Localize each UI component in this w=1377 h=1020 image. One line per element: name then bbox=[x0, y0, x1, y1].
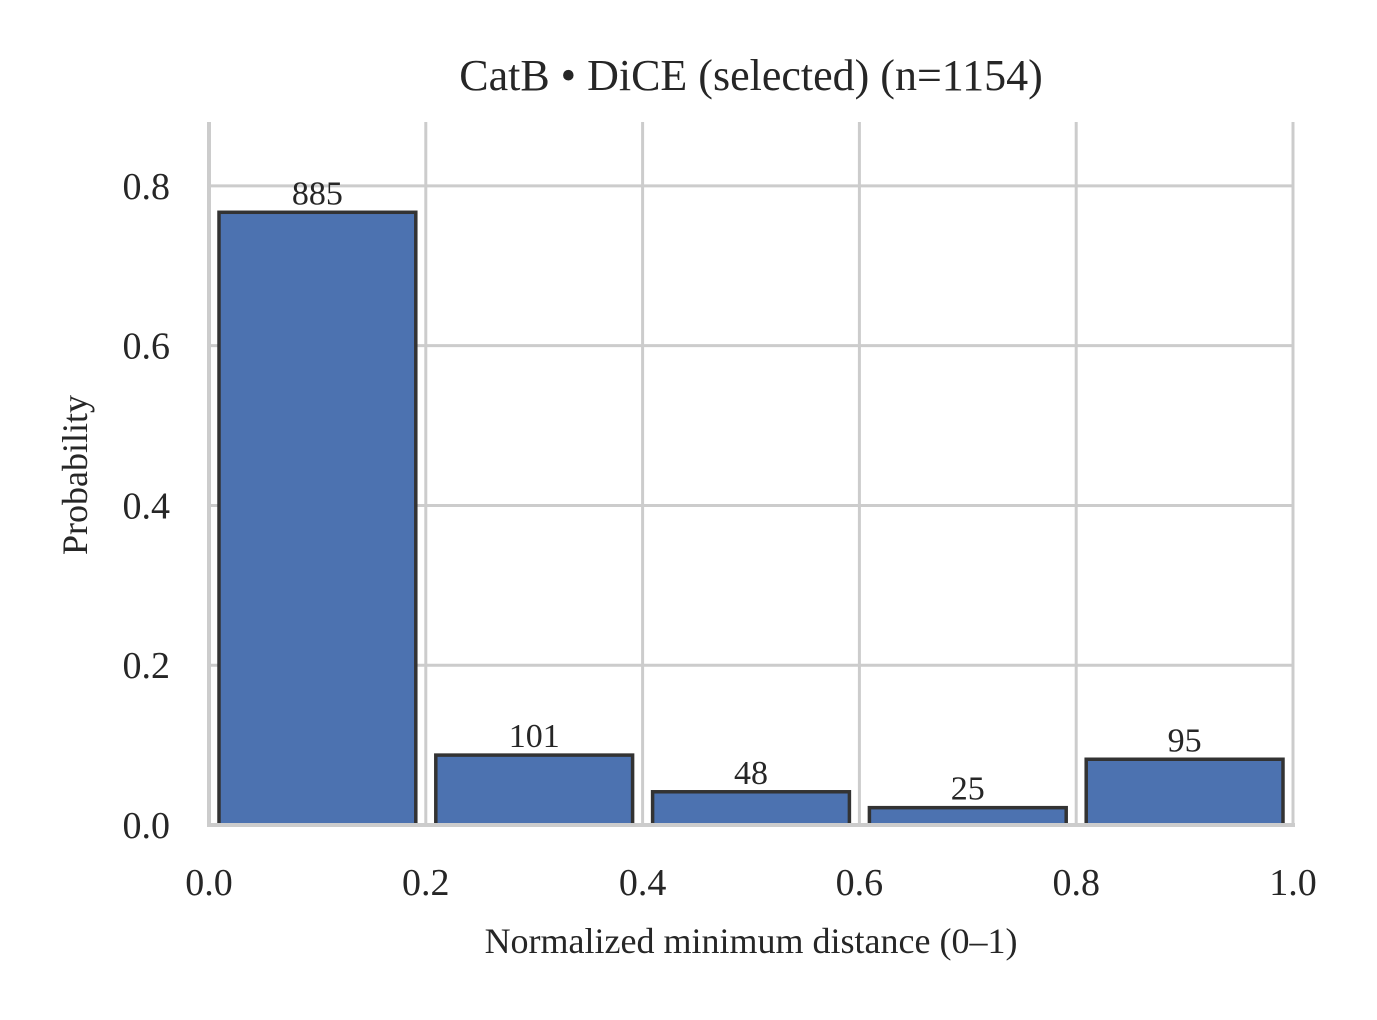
histogram-bar bbox=[434, 753, 635, 827]
y-tick-label: 0.0 bbox=[123, 805, 171, 847]
y-tick-label: 0.4 bbox=[123, 485, 171, 527]
bar-count-label: 25 bbox=[951, 771, 985, 808]
y-tick-label: 0.6 bbox=[123, 326, 171, 368]
histogram-bar bbox=[217, 210, 418, 827]
bar-count-label: 95 bbox=[1168, 722, 1202, 759]
x-tick-labels: 0.0 0.2 0.4 0.6 0.8 1.0 bbox=[185, 862, 1317, 904]
y-tick-label: 0.8 bbox=[123, 166, 171, 208]
bar-count-label: 885 bbox=[292, 175, 343, 212]
axis-spines bbox=[207, 122, 1295, 827]
bar-count-labels: 885 101 48 25 95 bbox=[292, 175, 1202, 807]
histogram-bar bbox=[1084, 757, 1285, 827]
x-tick-label: 0.0 bbox=[185, 862, 233, 904]
chart-title: CatB • DiCE (selected) (n=1154) bbox=[459, 51, 1043, 100]
histogram-bar bbox=[867, 805, 1068, 827]
bar-count-label: 48 bbox=[734, 755, 768, 792]
bars bbox=[217, 210, 1285, 827]
x-tick-label: 0.4 bbox=[619, 862, 667, 904]
x-tick-label: 0.8 bbox=[1052, 862, 1100, 904]
x-axis-label: Normalized minimum distance (0–1) bbox=[485, 921, 1018, 961]
histogram-bar bbox=[650, 790, 852, 827]
x-tick-label: 0.2 bbox=[402, 862, 450, 904]
x-tick-label: 0.6 bbox=[836, 862, 884, 904]
y-tick-label: 0.2 bbox=[123, 645, 171, 687]
y-axis-label: Probability bbox=[55, 395, 95, 555]
x-tick-label: 1.0 bbox=[1269, 862, 1317, 904]
bar-count-label: 101 bbox=[509, 718, 560, 755]
y-tick-labels: 0.0 0.2 0.4 0.6 0.8 bbox=[123, 166, 171, 847]
